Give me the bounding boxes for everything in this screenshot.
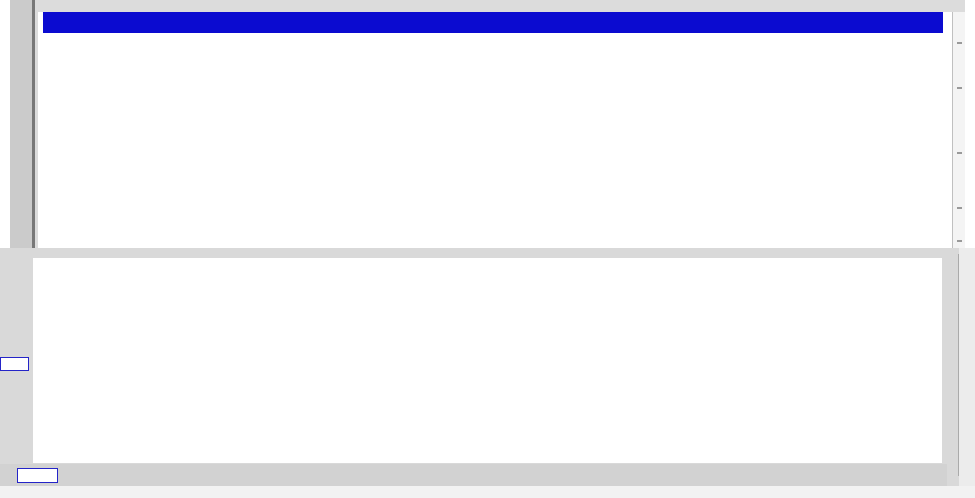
window-border-dark — [32, 0, 35, 248]
bottom-chart-canvas — [0, 248, 975, 498]
scrollbar-tick — [957, 207, 962, 209]
window-top-edge — [38, 0, 965, 12]
cursor-frequency-readout[interactable] — [17, 468, 58, 483]
spl-analyzer-panel — [0, 248, 975, 498]
panel-right-fill — [959, 248, 975, 486]
panel-right-edge — [958, 254, 959, 476]
scrollbar-strip[interactable] — [952, 12, 965, 248]
window-border-light — [35, 0, 38, 248]
bottom-plot-background — [33, 258, 942, 463]
top-chart-canvas — [0, 0, 975, 248]
scrollbar-tick — [957, 152, 962, 154]
scrollbar-tick — [957, 87, 962, 89]
spl-chart-window — [38, 0, 965, 248]
frequency-axis-strip — [0, 464, 947, 486]
scrollbar-tick — [957, 42, 962, 44]
panel-bottom-fill — [0, 486, 975, 498]
parent-window-strip — [10, 0, 32, 248]
cursor-level-readout[interactable] — [0, 357, 29, 371]
window-title-bar[interactable] — [43, 12, 943, 33]
scrollbar-tick — [957, 240, 962, 242]
